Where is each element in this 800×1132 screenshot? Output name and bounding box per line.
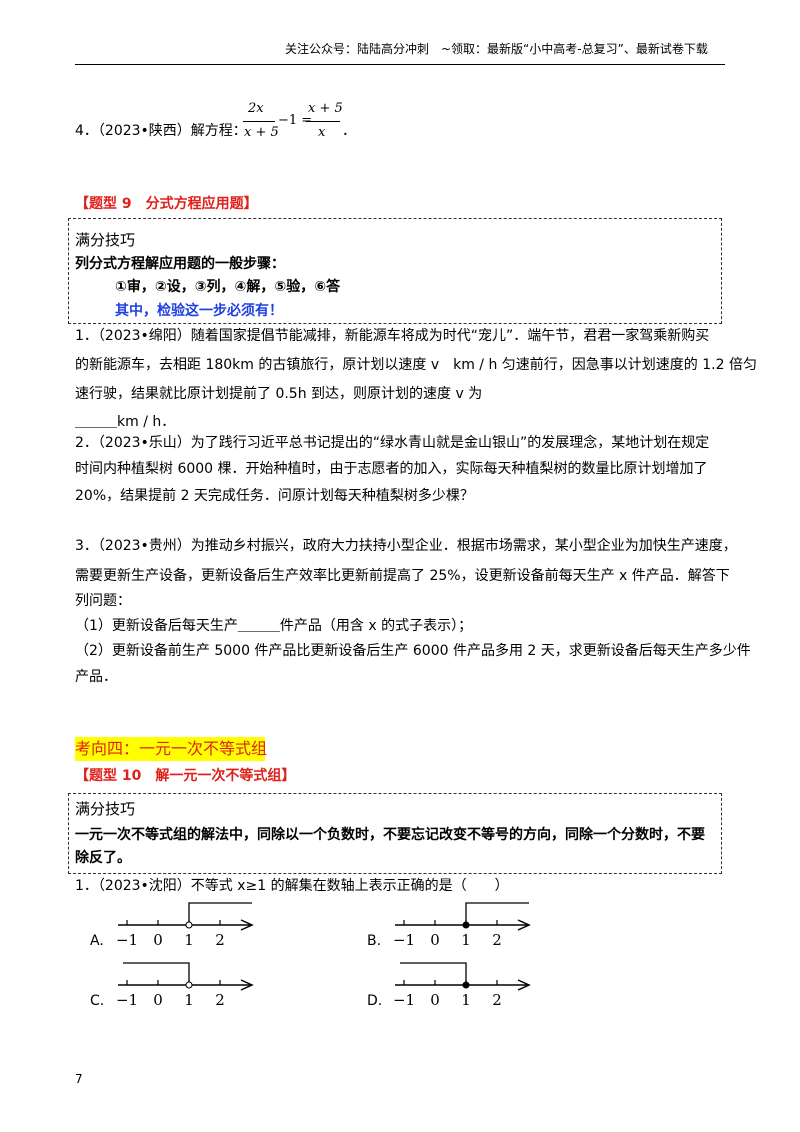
fraction-bar: [243, 121, 275, 122]
problem-line: 产品．: [75, 669, 117, 685]
tick-label: 0: [153, 931, 163, 949]
math: x + 5: [244, 125, 279, 140]
tip-line: ①审，②设，③列，④解，⑤验，⑥答: [115, 279, 341, 295]
tick-label: 2: [215, 991, 225, 1009]
problem-text: ．: [342, 123, 356, 139]
option-label: D.: [367, 993, 382, 1009]
tip-line: 其中，检验这一步必须有！: [115, 303, 283, 319]
tick-label: 0: [153, 991, 163, 1009]
math: x: [318, 125, 326, 140]
problem-line: 需要更新生产设备，更新设备后生产效率比更新前提高了 25%，设更新设备前每天生产…: [75, 568, 730, 584]
tip-heading: 满分技巧: [75, 800, 136, 818]
endpoint: [185, 921, 193, 929]
tip-heading: 满分技巧: [75, 231, 136, 249]
tick-label: −1: [393, 931, 415, 949]
problem-line: ＿＿＿km / h．: [75, 414, 176, 430]
tick-label: 2: [492, 991, 502, 1009]
axis-arrow: [240, 979, 254, 991]
solution-ray: [123, 962, 190, 985]
option-label: C.: [90, 993, 104, 1009]
axis-arrow: [517, 919, 531, 931]
tick-label: −1: [393, 991, 415, 1009]
math: −1 =: [278, 113, 313, 128]
section-title: 【题型 9 分式方程应用题】: [75, 196, 258, 212]
tick-label: 1: [461, 991, 471, 1009]
tip-box: [68, 793, 722, 874]
math: x + 5: [308, 101, 343, 116]
endpoint: [462, 921, 470, 929]
problem-line: 列问题：: [75, 593, 131, 609]
problem-line: 1．（2023•绵阳）随着国家提倡节能减排，新能源车将成为时代“宠儿”．端午节，…: [75, 328, 710, 344]
problem-line: 速行驶，结果就比原计划提前了 0.5h 到达，则原计划的速度 v 为: [75, 386, 483, 402]
tip-line: 列分式方程解应用题的一般步骤：: [75, 256, 285, 272]
problem-line: （1）更新设备后每天生产＿＿＿件产品（用含 x 的式子表示）；: [75, 618, 473, 634]
endpoint: [185, 981, 193, 989]
tip-box: [68, 218, 722, 324]
solution-ray: [400, 962, 467, 985]
option-label: B.: [367, 933, 381, 949]
tick-label: −1: [116, 931, 138, 949]
math: 2x: [248, 101, 264, 116]
fraction-bar: [306, 121, 340, 122]
header: 关注公众号：陆陆高分冲刺 ~领取：最新版“小中高考-总复习”、最新试卷下载: [285, 42, 708, 56]
option-label: A.: [90, 933, 104, 949]
page-number: 7: [75, 1072, 83, 1086]
problem-line: 时间内种植梨树 6000 棵．开始种植时，由于志愿者的加入，实际每天种植梨树的数…: [75, 461, 708, 477]
tip-line: 一元一次不等式组的解法中，同除以一个负数时，不要忘记改变不等号的方向，同除一个分…: [75, 827, 705, 843]
tick-label: 1: [461, 931, 471, 949]
tip-line: 除反了。: [75, 850, 131, 866]
tick-label: 2: [215, 931, 225, 949]
problem-text: 4．（2023•陕西）解方程：: [75, 123, 247, 139]
highlight: [75, 737, 265, 761]
solution-ray: [465, 902, 529, 925]
axis-arrow: [517, 979, 531, 991]
tick-label: 0: [430, 991, 440, 1009]
problem-line: 的新能源车，去相距 180km 的古镇旅行，原计划以速度 v km / h 匀速…: [75, 357, 757, 373]
tick-label: 0: [430, 931, 440, 949]
tick-label: −1: [116, 991, 138, 1009]
question-stem: 1．（2023•沈阳）不等式 x≥1 的解集在数轴上表示正确的是（ ）: [75, 878, 509, 894]
solution-ray: [188, 902, 252, 925]
problem-line: 3．（2023•贵州）为推动乡村振兴，政府大力扶持小型企业．根据市场需求，某小型…: [75, 538, 737, 554]
tick-label: 2: [492, 931, 502, 949]
problem-line: 2．（2023•乐山）为了践行习近平总书记提出的“绿水青山就是金山银山”的发展理…: [75, 435, 710, 451]
problem-line: 20%，结果提前 2 天完成任务．问原计划每天种植梨树多少棵？: [75, 488, 474, 504]
tick-label: 1: [184, 931, 194, 949]
problem-line: （2）更新设备前生产 5000 件产品比更新设备后生产 6000 件产品多用 2…: [75, 643, 751, 659]
endpoint: [462, 981, 470, 989]
header-rule: [75, 64, 725, 65]
section-title: 【题型 10 解一元一次不等式组】: [75, 768, 296, 784]
axis-arrow: [240, 919, 254, 931]
tick-label: 1: [184, 991, 194, 1009]
direction-title: 考向四：一元一次不等式组: [75, 739, 268, 758]
